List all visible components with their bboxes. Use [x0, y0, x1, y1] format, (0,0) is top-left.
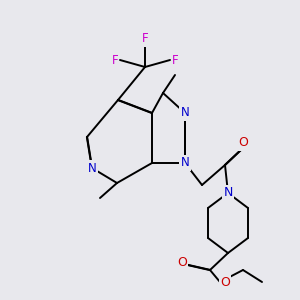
Text: N: N: [181, 157, 189, 169]
Text: F: F: [112, 53, 118, 67]
Text: N: N: [223, 187, 233, 200]
Text: N: N: [181, 106, 189, 119]
Text: O: O: [220, 275, 230, 289]
Text: F: F: [142, 32, 148, 46]
Text: O: O: [238, 136, 248, 149]
Text: F: F: [172, 53, 178, 67]
Text: O: O: [177, 256, 187, 268]
Text: N: N: [88, 161, 96, 175]
